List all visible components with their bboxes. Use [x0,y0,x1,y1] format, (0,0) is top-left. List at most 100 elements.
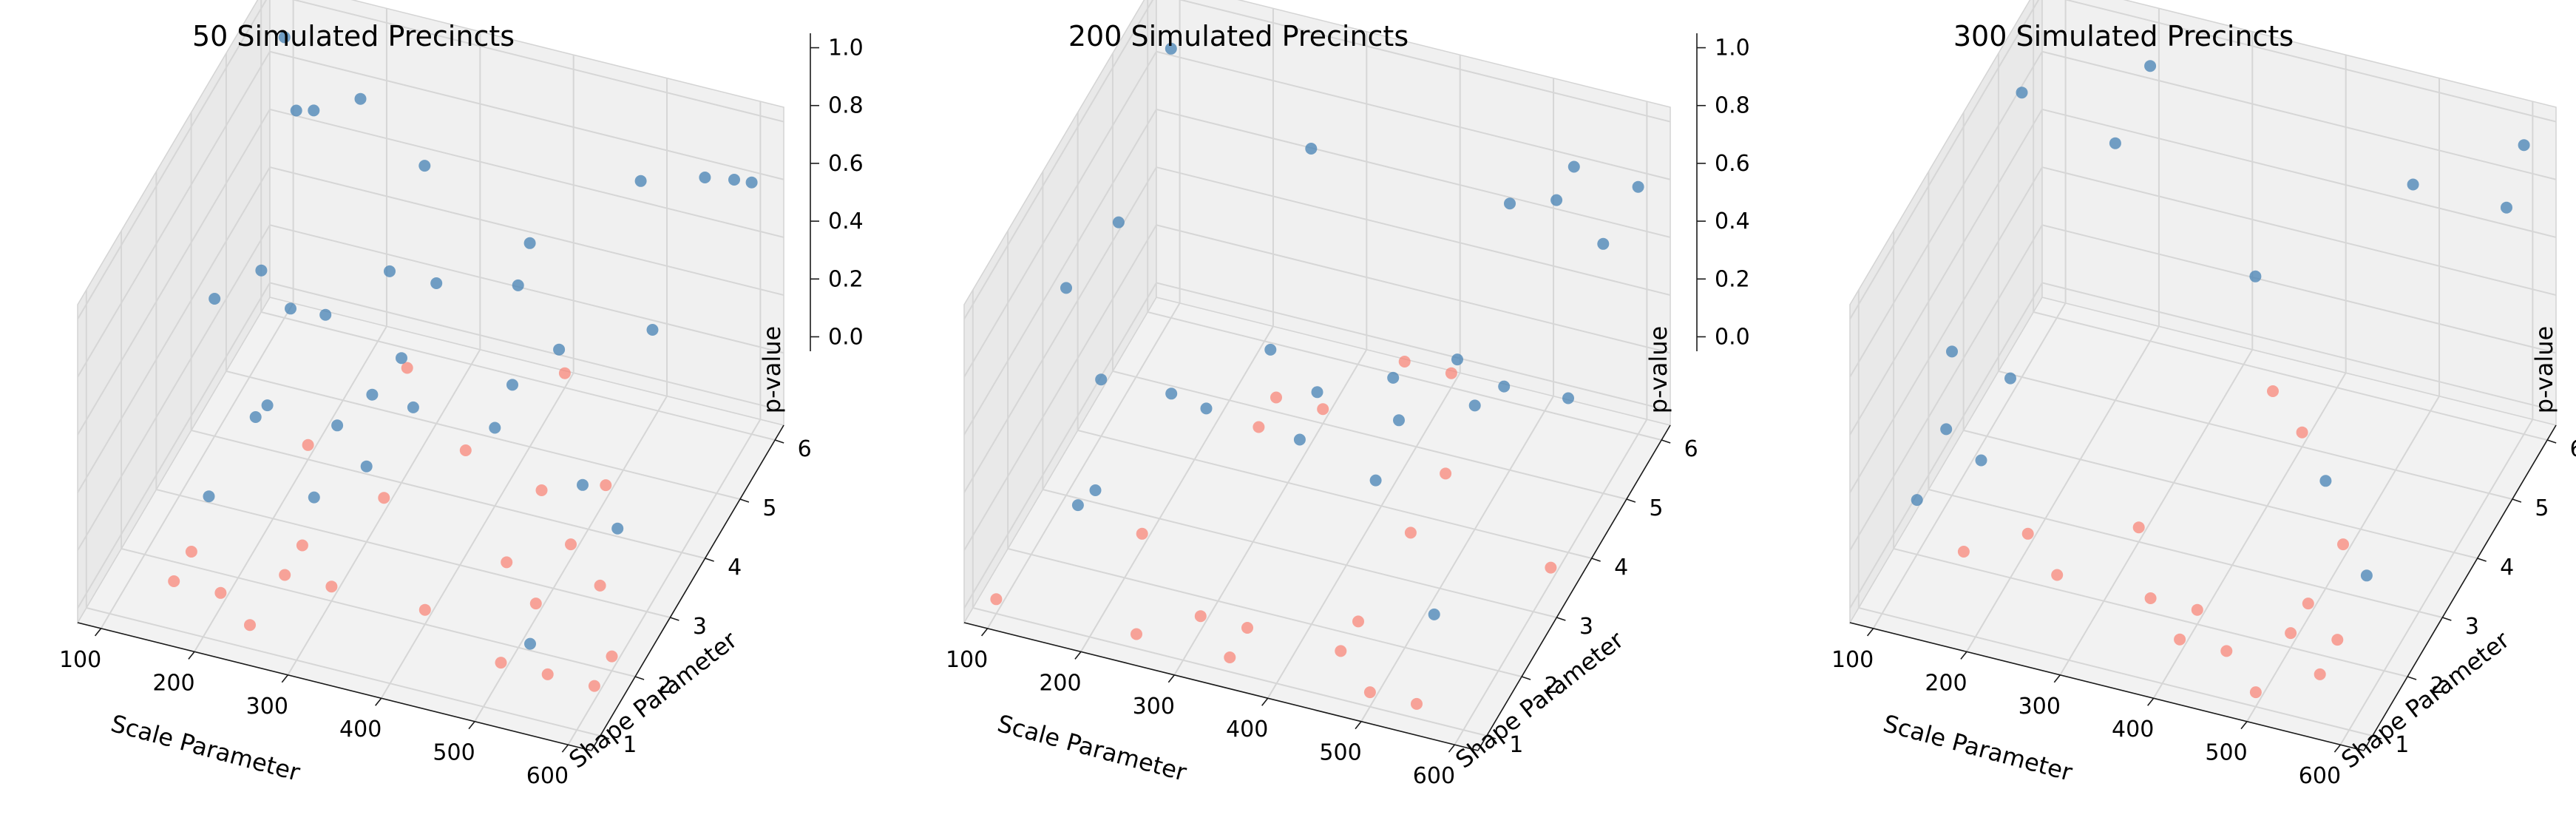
z-gridline [77,224,784,551]
y-gridline [260,0,776,441]
point-not-significant [577,478,589,491]
x-axis-line [1849,622,2365,751]
point-significant [1363,686,1376,699]
y-tick-label: 2 [1545,673,1559,699]
point-not-significant [1940,423,1953,436]
point-not-significant [285,302,296,315]
z-gridline [77,282,784,609]
point-significant [535,484,548,496]
point-not-significant [1468,399,1481,412]
point-not-significant [1550,194,1563,206]
point-not-significant [366,388,379,401]
y-axis-line [1477,424,1671,751]
point-not-significant [524,637,536,650]
point-not-significant [646,324,659,336]
point-significant [529,598,542,610]
point-not-significant [290,104,302,117]
point-not-significant [1095,373,1108,386]
point-not-significant [1562,392,1574,404]
x-tick-label: 500 [433,740,475,766]
z-tick-label: 0.2 [828,266,864,292]
z-gridline [963,224,1671,551]
x-gridline [287,31,481,676]
z-tick-label: 0.8 [828,93,864,119]
z-gridline [1849,50,2557,378]
point-significant [1404,527,1417,539]
y-tick-label: 1 [1509,732,1523,758]
point-not-significant [1264,343,1277,356]
point-significant [594,579,606,592]
x-gridline [2339,101,2534,745]
x-gridline [194,8,387,652]
point-significant [1335,645,1347,657]
x-gridline [1080,8,1274,652]
x-gridline [474,78,668,722]
point-significant [325,580,338,593]
point-not-significant [1200,402,1213,415]
left-pane [963,0,1157,625]
point-significant [2331,634,2344,646]
point-significant [2174,633,2186,646]
y-tick-mark [1626,498,1636,503]
point-not-significant [2016,87,2028,99]
x-tick-mark [1866,628,1874,637]
y-gridline [1857,290,2373,737]
x-tick-label: 100 [946,647,988,673]
y-tick-label: 3 [1579,614,1593,640]
point-not-significant [278,31,291,44]
y-gridline [1997,53,2513,500]
point-not-significant [308,104,320,117]
y-tick-label: 6 [798,436,812,462]
y-gridline [972,290,1488,737]
point-not-significant [553,343,566,356]
point-significant [2337,538,2349,551]
point-significant [185,546,197,558]
x-tick-label: 200 [152,670,194,696]
x-gridline [100,0,294,629]
point-not-significant [418,160,431,172]
x-axis-line [77,622,592,751]
y-tick-mark [2477,558,2487,562]
z-gridline [1849,0,2557,320]
point-significant [2302,598,2314,610]
x-tick-label: 100 [1831,647,1874,673]
y-tick-mark [670,617,679,621]
point-not-significant [1504,197,1516,210]
point-significant [600,479,612,492]
point-not-significant [396,352,407,365]
point-not-significant [430,277,443,289]
z-axis-label: p-value [2530,326,2558,413]
y-gridline [2033,0,2548,441]
x-gridline [1360,78,1555,722]
y-gridline [1893,231,2408,677]
point-significant [2051,569,2064,581]
point-not-significant [2109,137,2121,149]
y-tick-label: 4 [1614,555,1628,580]
point-significant [244,619,256,632]
point-significant [378,492,390,504]
x-tick-mark [94,628,102,637]
point-significant [2144,592,2157,604]
x-tick-label: 100 [59,647,101,673]
y-tick-mark [2512,498,2522,503]
y-tick-label: 1 [623,732,637,758]
y-tick-mark [2407,676,2417,680]
point-not-significant [1387,371,1400,384]
point-not-significant [308,491,320,504]
point-significant [1253,421,1265,433]
x-tick-label: 400 [339,717,382,742]
x-tick-label: 300 [1133,694,1175,720]
x-gridline [2152,55,2347,699]
point-not-significant [1567,160,1580,173]
point-not-significant [2518,139,2530,152]
point-not-significant [1369,474,1382,487]
point-significant [501,556,513,569]
z-gridline [963,166,1671,493]
point-not-significant [360,460,373,473]
z-gridline [77,0,784,320]
point-not-significant [384,265,396,277]
point-not-significant [1451,353,1463,366]
subplot-title: 200 Simulated Precincts [1068,20,1409,53]
point-not-significant [2319,475,2332,487]
z-tick-label: 1.0 [828,35,864,61]
